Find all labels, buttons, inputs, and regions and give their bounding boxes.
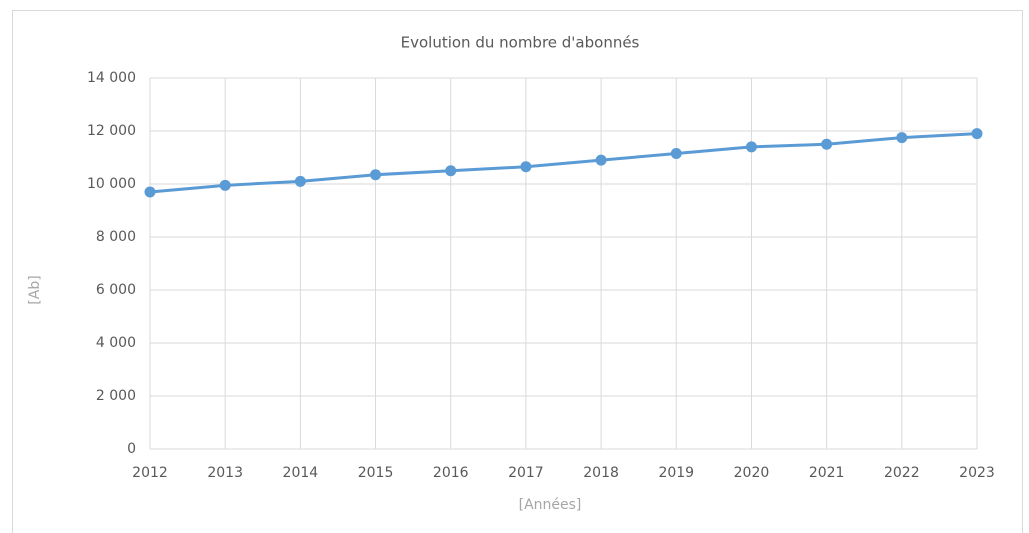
x-tick-label: 2014 <box>283 465 319 481</box>
point <box>896 132 908 144</box>
x-tick-label: 2020 <box>734 465 770 481</box>
x-tick-label: 2019 <box>658 465 694 481</box>
x-tick-label: 2022 <box>884 465 920 481</box>
y-tick-label: 14 000 <box>87 70 136 86</box>
x-tick-label: 2017 <box>508 465 544 481</box>
y-tick-label: 12 000 <box>87 123 136 139</box>
point <box>670 148 682 160</box>
x-tick-label: 2015 <box>358 465 394 481</box>
point <box>144 186 156 198</box>
x-tick-label: 2023 <box>959 465 995 481</box>
x-tick-label: 2021 <box>809 465 845 481</box>
x-tick-label: 2013 <box>207 465 243 481</box>
y-axis-label: [Ab] <box>27 275 43 304</box>
y-tick-label: 0 <box>127 441 136 457</box>
y-tick-label: 6 000 <box>96 282 136 298</box>
chart-title: Evolution du nombre d'abonnés <box>401 34 640 52</box>
point <box>595 154 607 166</box>
y-tick-label: 2 000 <box>96 388 136 404</box>
line <box>149 132 978 194</box>
y-tick-label: 10 000 <box>87 176 136 192</box>
x-tick-label: 2016 <box>433 465 469 481</box>
point <box>821 138 833 150</box>
x-tick-label: 2012 <box>132 465 168 481</box>
point <box>520 161 532 173</box>
point <box>745 141 757 153</box>
y-tick-label: 4 000 <box>96 335 136 351</box>
point <box>370 169 382 181</box>
y-tick-label: 8 000 <box>96 229 136 245</box>
chart-frame <box>12 10 1023 533</box>
x-axis-label: [Années] <box>519 497 582 513</box>
point <box>445 165 457 177</box>
point <box>219 179 231 191</box>
point <box>294 175 306 187</box>
x-tick-label: 2018 <box>583 465 619 481</box>
point <box>971 128 983 140</box>
